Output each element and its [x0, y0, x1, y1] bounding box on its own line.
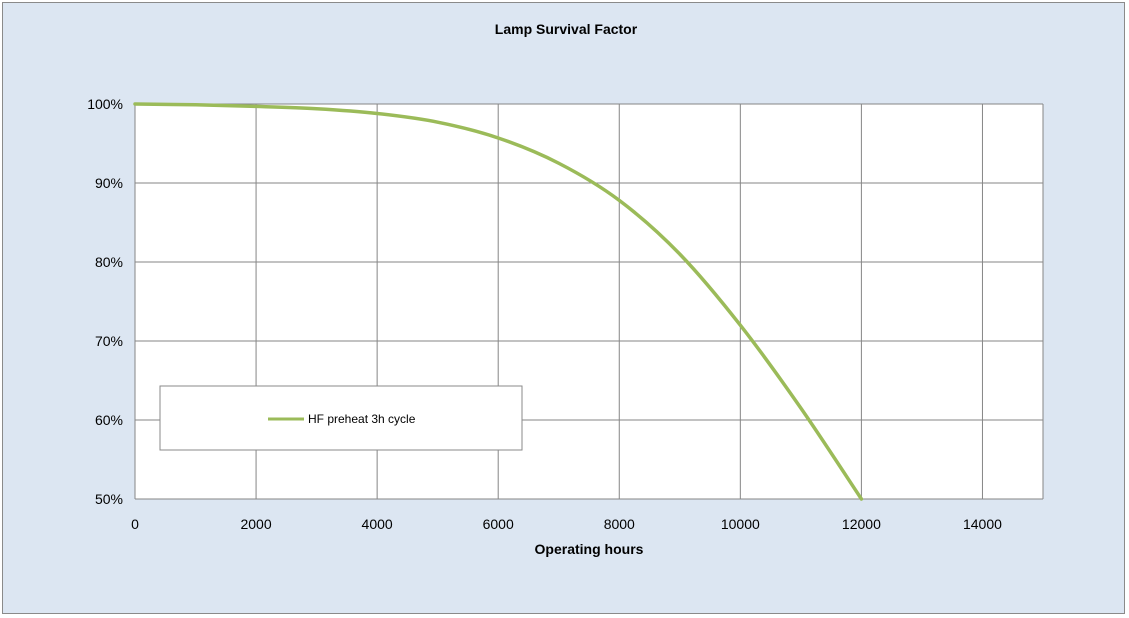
x-axis-ticks: 0 2000 4000 6000 8000 10000 12000 14000: [131, 516, 1002, 532]
legend-box: [159, 385, 523, 451]
y-tick-label: 100%: [87, 96, 123, 112]
legend-label: HF preheat 3h cycle: [308, 412, 416, 426]
y-tick-label: 60%: [95, 412, 123, 428]
x-tick-label: 14000: [963, 516, 1002, 532]
x-axis-title: Operating hours: [535, 541, 644, 557]
y-tick-label: 50%: [95, 491, 123, 507]
x-tick-label: 4000: [362, 516, 393, 532]
x-tick-label: 12000: [842, 516, 881, 532]
x-tick-label: 2000: [240, 516, 271, 532]
legend: HF preheat 3h cycle: [159, 385, 523, 451]
x-tick-label: 8000: [604, 516, 635, 532]
series-layer: [133, 102, 864, 501]
x-tick-label: 6000: [483, 516, 514, 532]
y-tick-label: 90%: [95, 175, 123, 191]
series-line: [133, 102, 864, 501]
x-tick-label: 0: [131, 516, 139, 532]
chart-svg: Lamp Survival Factor 0 2000 4000 6000 8000 10…: [87, 21, 1044, 557]
grid-lines: [134, 103, 1044, 500]
y-axis-ticks: 50% 60% 70% 80% 90% 100%: [87, 96, 123, 507]
x-tick-label: 10000: [721, 516, 760, 532]
y-tick-label: 80%: [95, 254, 123, 270]
chart-title: Lamp Survival Factor: [495, 21, 638, 37]
y-tick-label: 70%: [95, 333, 123, 349]
